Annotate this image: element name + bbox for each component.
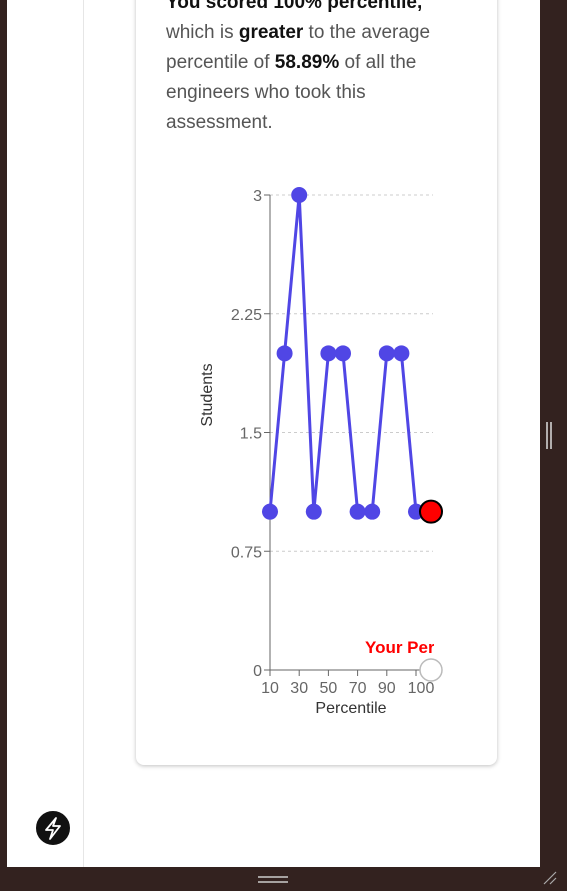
data-point: [335, 345, 351, 362]
average: 58.89%: [274, 52, 340, 73]
y-tick-label: 1.5: [240, 426, 262, 443]
x-tick-label: 30: [290, 680, 308, 697]
data-point: [262, 503, 278, 520]
text: which is: [166, 22, 239, 43]
page: You scored 100% percentile, which is grea…: [7, 0, 540, 867]
sidebar-divider: [83, 0, 84, 867]
x-tick-label: 100: [408, 680, 435, 697]
bolt-icon: [45, 817, 61, 840]
data-point: [276, 345, 293, 362]
summary-text: You scored 100% percentile, which is grea…: [166, 0, 451, 138]
y-tick-label: 3: [253, 188, 262, 205]
x-tick-label: 50: [320, 680, 338, 697]
y-tick-label: 0: [253, 663, 262, 680]
data-point: [364, 503, 381, 520]
x-tick-label: 10: [261, 680, 279, 697]
x-tick-label: 90: [378, 680, 396, 697]
y-tick-label: 0.75: [231, 544, 262, 561]
data-point: [393, 345, 410, 362]
reference-dot: [419, 658, 443, 682]
data-point: [305, 503, 322, 520]
assistant-button[interactable]: [34, 809, 72, 847]
score-line: You scored 100% percentile,: [166, 0, 423, 13]
y-axis-label: Students: [199, 363, 216, 426]
comparison: greater: [238, 22, 304, 43]
data-point: [378, 345, 395, 362]
data-point: [320, 345, 337, 362]
marker-label: Your Percentile: [365, 638, 488, 657]
data-point: [291, 187, 308, 203]
y-tick-label: 2.25: [231, 307, 262, 324]
your-percentile-marker: [419, 499, 443, 524]
corner-grip: [543, 871, 557, 885]
data-point: [349, 503, 366, 520]
x-tick-label: 70: [349, 680, 367, 697]
result-card: [136, 0, 497, 765]
corner-grip: [549, 877, 557, 885]
x-axis-label: Percentile: [315, 700, 386, 717]
text: of all the engineers who took this asses…: [166, 52, 417, 133]
marker-label-clip: Your Percentile: [365, 638, 488, 657]
text: to the average percentile of: [166, 22, 431, 73]
